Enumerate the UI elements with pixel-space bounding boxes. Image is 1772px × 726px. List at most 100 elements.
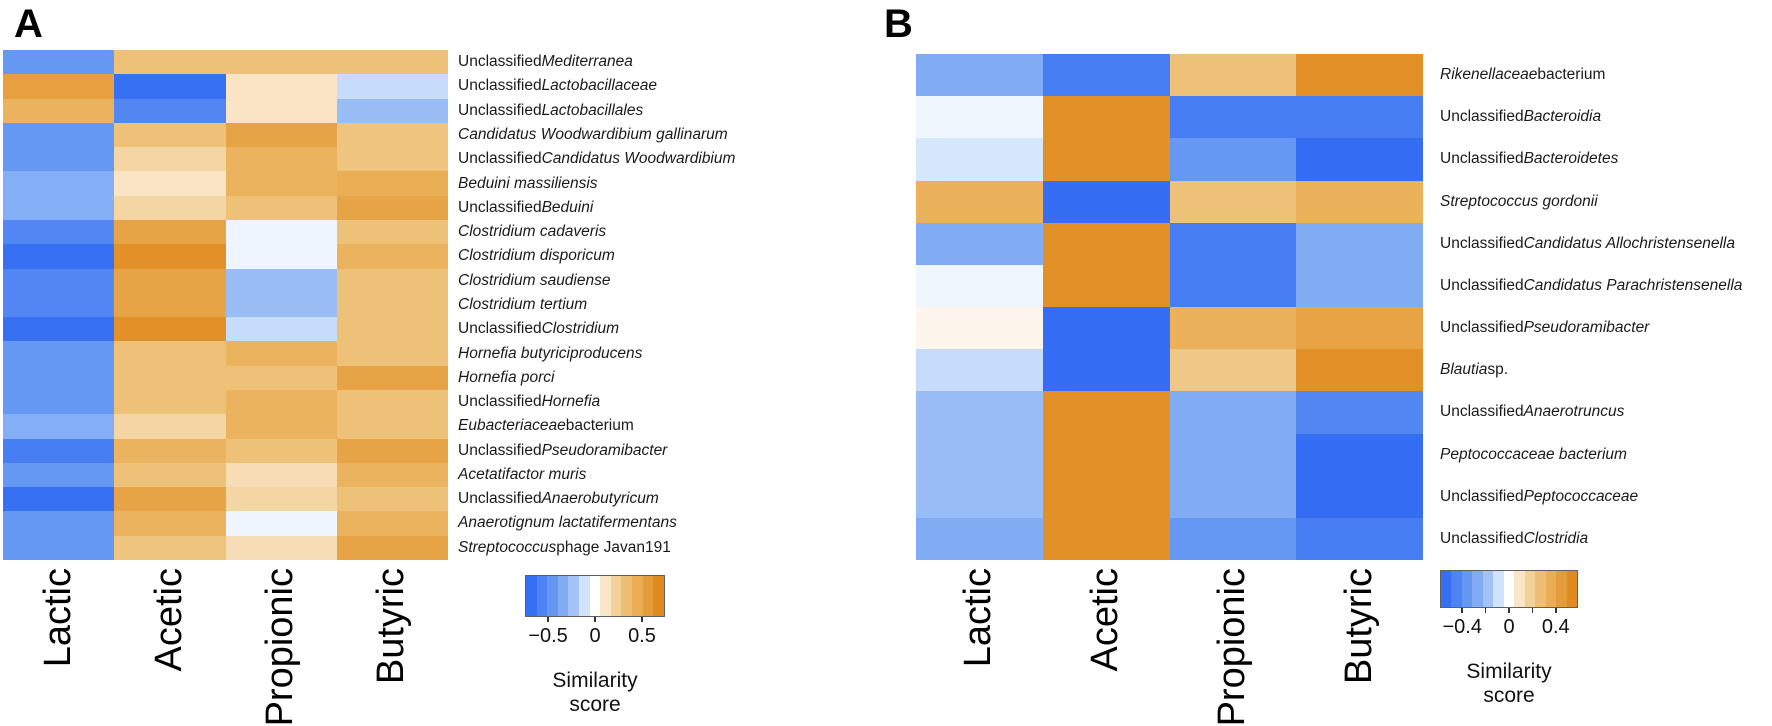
row-labels-panel-a: Unclassified Mediterranea Unclassified La… [458,50,798,560]
heatmap-cell [336,511,448,536]
row-label: Unclassified Mediterranea [458,53,633,71]
row-label: Eubacteriaceae bacterium [458,417,634,435]
row-label: Unclassified Candidatus Woodwardibium [458,150,736,168]
colorbar-tick-label: 0 [1503,616,1515,638]
heatmap-cell [225,365,337,390]
heatmap-cell [114,365,226,390]
heatmap-cell [114,390,226,415]
heatmap-cell [916,180,1043,223]
heatmap-cell [1296,433,1423,476]
heatmap-cell [3,74,115,99]
heatmap-cell [336,487,448,512]
heatmap-cell [1169,307,1297,350]
heatmap-cell [225,74,337,99]
heatmap-cell [336,438,448,463]
row-label: Clostridium disporicum [458,247,615,265]
row-label: Unclassified Pseudoramibacter [458,441,668,459]
heatmap-cell [3,511,115,536]
heatmap-cell [3,268,115,293]
heatmap-panel-a [3,50,448,560]
heatmap-cell [3,147,115,172]
heatmap-cell [1296,475,1423,518]
heatmap-cell [916,54,1043,97]
heatmap-cell [336,122,448,148]
col-label-acetic: Acetic [147,568,190,672]
heatmap-cell [114,317,226,342]
row-label: Unclassified Clostridia [1440,529,1589,547]
col-label-lactic: Lactic [36,568,79,668]
row-label: Hornefia butyriciproducens [458,344,643,362]
colorbar-title: Similarity score [552,669,638,716]
heatmap-cell [336,535,448,560]
heatmap-cell [1169,222,1297,265]
heatmap-cell [225,341,337,366]
heatmap-cell [1042,475,1170,518]
colorbar-tick-labels: −0.4 0 0.4 [1440,614,1578,638]
row-label: Unclassified Bacteroidetes [1440,150,1619,168]
heatmap-cell [1169,138,1297,181]
heatmap-cell [225,511,337,536]
row-label: Unclassified Peptococcaceae [1440,487,1639,505]
heatmap-cell [1169,349,1297,392]
row-label: Peptococcaceae bacterium [1440,445,1627,463]
colorbar-tick-label: 0.4 [1541,616,1570,638]
heatmap-cell [3,244,115,269]
heatmap-cell [225,414,337,439]
heatmap-cell [114,414,226,439]
heatmap-cell [1296,264,1423,307]
heatmap-cell [114,171,226,196]
heatmap-cell [1042,222,1170,265]
heatmap-cell [3,98,115,123]
heatmap-cell [3,390,115,415]
heatmap-cell [1296,517,1423,560]
heatmap-cell [1169,517,1297,560]
heatmap-cell [336,462,448,488]
heatmap-cell [225,317,337,342]
heatmap-cell [1296,307,1423,350]
panel-a-letter: A [14,2,43,46]
col-labels-panel-b: Lactic Acetic Propionic Butyric [916,568,1423,726]
heatmap-cell [3,438,115,463]
heatmap-cell [336,50,448,75]
heatmap-cell [114,74,226,99]
row-label: Candidatus Woodwardibium gallinarum [458,125,728,143]
heatmap-cell [1169,433,1297,476]
heatmap-cell [114,244,226,269]
heatmap-cell [3,171,115,196]
heatmap-cell [225,244,337,269]
heatmap-cell [336,268,448,293]
colorbar-tick-label: 0.5 [628,625,656,647]
row-label: Anaerotignum lactatifermentans [458,514,677,532]
col-label-acetic: Acetic [1084,568,1127,672]
heatmap-cell [336,244,448,269]
heatmap-cell [3,341,115,366]
heatmap-cell [336,414,448,439]
colorbar-gradient [525,575,665,617]
heatmap-cell [1042,307,1170,350]
heatmap-cell [225,268,337,293]
heatmap-cell [114,268,226,293]
colorbar-tick-label: 0 [589,625,601,647]
row-label: Rikenellaceae bacterium [1440,66,1606,84]
heatmap-cell [1169,96,1297,139]
colorbar-title: Similarity score [1466,660,1552,707]
row-label: Unclassified Candidatus Parachristensene… [1440,276,1743,294]
row-labels-panel-b: Rikenellaceae bacterium Unclassified Bact… [1440,54,1772,560]
heatmap-cell [114,341,226,366]
col-label-propionic: Propionic [1210,568,1253,726]
col-label-lactic: Lactic [957,568,1000,668]
heatmap-cell [225,147,337,172]
heatmap-cell [225,195,337,220]
heatmap-cell [1042,349,1170,392]
heatmap-cell [225,292,337,318]
heatmap-cell [3,122,115,148]
colorbar-legend-panel-b: −0.4 0 0.4 Similarity score [1440,570,1578,708]
row-label: Unclassified Anaerotruncus [1440,403,1625,421]
colorbar-tick-labels: −0.5 0 0.5 [525,623,665,647]
heatmap-cell [1296,138,1423,181]
col-label-butyric: Butyric [1337,568,1380,685]
heatmap-cell [114,535,226,560]
heatmap-cell [1169,264,1297,307]
heatmap-cell [336,74,448,99]
heatmap-cell [3,292,115,318]
